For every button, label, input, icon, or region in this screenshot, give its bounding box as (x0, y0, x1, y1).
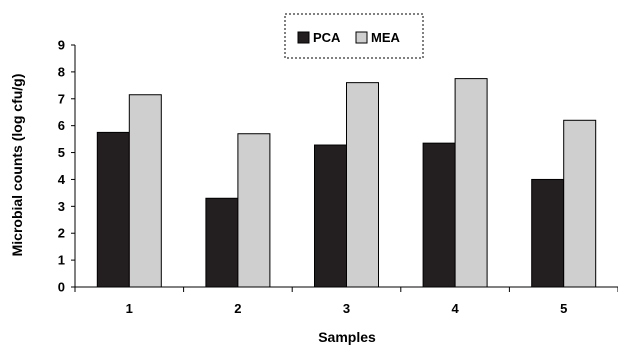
y-tick-label: 5 (58, 145, 65, 160)
y-tick-label: 6 (58, 118, 65, 133)
x-axis-title: Samples (318, 329, 376, 345)
bar-mea-1 (128, 94, 162, 288)
bar-pca-1 (96, 131, 130, 288)
y-tick-label: 2 (58, 226, 65, 241)
plot-area: 0 1 2 3 4 5 6 7 8 9 1 2 3 4 5 (58, 38, 618, 316)
x-tick-label: 2 (234, 301, 241, 316)
bar-pca-5 (531, 178, 565, 288)
y-tick-label: 1 (58, 253, 65, 268)
legend-label-mea: MEA (371, 30, 401, 45)
legend: PCA MEA (284, 13, 424, 59)
x-tick-label: 3 (343, 301, 350, 316)
y-tick-label: 0 (58, 280, 65, 295)
y-tick-label: 7 (58, 91, 65, 106)
bar-pca-3 (314, 144, 347, 288)
bar-mea-2 (237, 133, 271, 288)
y-tick-label: 3 (58, 199, 65, 214)
y-tick-label: 4 (58, 172, 66, 187)
legend-swatch-pca (297, 31, 310, 44)
bar-mea-5 (563, 119, 597, 288)
legend-label-pca: PCA (313, 30, 341, 45)
legend-swatch-mea (355, 31, 368, 44)
x-tick-label: 1 (126, 301, 133, 316)
bar-pca-2 (205, 197, 239, 288)
y-tick-label: 8 (58, 64, 65, 79)
x-tick-label: 5 (560, 301, 567, 316)
bar-pca-4 (422, 142, 456, 288)
y-axis-title: Microbial counts (log cfu/g) (9, 74, 25, 257)
bar-mea-4 (454, 78, 488, 288)
x-tick-label: 4 (451, 301, 459, 316)
y-tick-label: 9 (58, 38, 65, 53)
bar-mea-3 (346, 82, 379, 288)
